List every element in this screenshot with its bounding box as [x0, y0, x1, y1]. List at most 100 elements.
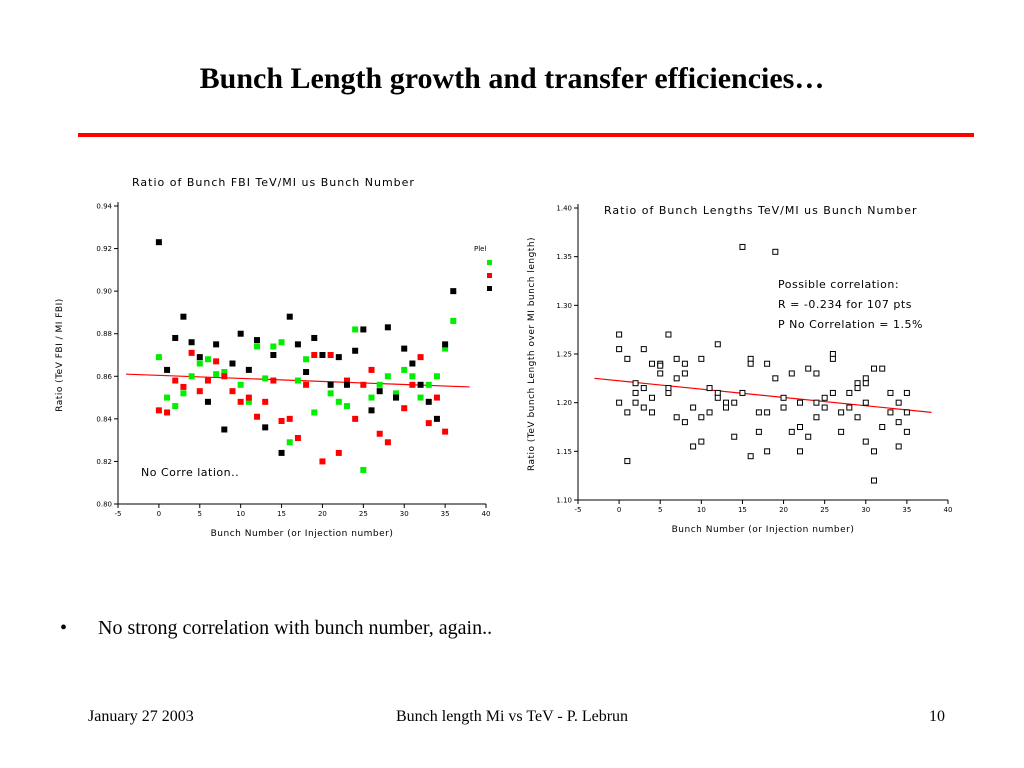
data-point: [854, 414, 861, 421]
data-point: [706, 409, 713, 416]
data-point: [335, 354, 342, 361]
data-point: [714, 341, 721, 348]
data-point: [327, 390, 334, 397]
title-rule: [78, 133, 974, 137]
data-point: [821, 394, 828, 401]
data-point: [755, 428, 762, 435]
data-point: [698, 355, 705, 362]
data-point: [739, 389, 746, 396]
data-point: [270, 352, 277, 358]
data-point: [188, 373, 195, 380]
data-point: [657, 370, 664, 377]
data-point: [640, 404, 647, 411]
data-point: [204, 377, 211, 384]
data-point: [409, 360, 416, 367]
y-tick-label: 0.88: [96, 330, 112, 338]
data-point: [401, 345, 408, 352]
data-point: [294, 377, 301, 384]
data-point: [172, 403, 179, 410]
data-point: [665, 331, 672, 338]
data-point: [698, 414, 705, 421]
data-point: [632, 380, 639, 387]
data-point: [690, 404, 697, 411]
data-point: [425, 420, 432, 427]
data-point: [303, 369, 310, 376]
data-point: [319, 352, 326, 358]
data-point: [887, 409, 894, 416]
data-point: [237, 330, 244, 337]
data-point: [180, 383, 187, 390]
bullet-item: • No strong correlation with bunch number…: [60, 617, 492, 640]
data-point: [797, 399, 803, 406]
data-point: [368, 394, 375, 401]
y-tick-label: 0.90: [96, 288, 112, 296]
data-point: [433, 415, 440, 422]
data-point: [327, 352, 334, 358]
data-point: [376, 430, 383, 437]
y-tick-label: 1.15: [556, 448, 572, 456]
data-point: [294, 341, 301, 348]
fit-line: [594, 377, 932, 413]
data-point: [409, 381, 416, 388]
data-point: [401, 366, 408, 373]
data-point: [895, 399, 902, 406]
data-point: [180, 390, 187, 397]
data-point: [164, 394, 171, 401]
data-point: [409, 373, 416, 380]
x-tick-label: 5: [658, 506, 662, 514]
data-point: [229, 388, 236, 395]
x-tick-label: 40: [944, 506, 953, 514]
data-point: [616, 331, 623, 338]
chart-annotation-line: Possible correlation:: [778, 278, 899, 291]
data-point: [254, 337, 261, 344]
data-point: [772, 248, 779, 255]
data-point: [854, 385, 861, 392]
data-point: [450, 288, 457, 295]
data-point: [846, 389, 853, 396]
data-point: [262, 424, 269, 431]
data-point: [632, 389, 639, 396]
data-point: [311, 352, 318, 358]
data-point: [384, 373, 391, 380]
x-tick-label: 40: [482, 510, 491, 518]
data-point: [303, 381, 310, 388]
data-point: [319, 458, 326, 465]
data-point: [821, 404, 828, 411]
data-point: [164, 409, 171, 416]
data-point: [813, 414, 820, 421]
data-point: [360, 381, 367, 388]
x-tick-label: 30: [861, 506, 870, 514]
data-point: [723, 404, 729, 411]
data-point: [838, 409, 845, 416]
data-point: [155, 239, 162, 246]
data-point: [797, 424, 803, 430]
data-point: [764, 360, 771, 367]
data-point: [417, 354, 424, 361]
data-point: [673, 355, 680, 362]
data-point: [788, 370, 795, 377]
data-point: [624, 458, 631, 465]
y-tick-label: 1.10: [556, 497, 572, 505]
data-point: [155, 407, 162, 414]
x-tick-label: 0: [617, 506, 621, 514]
data-point: [649, 360, 655, 367]
x-tick-label: 30: [400, 510, 409, 518]
data-point: [213, 371, 220, 378]
data-point: [829, 351, 836, 357]
x-tick-label: 25: [820, 506, 829, 514]
data-point: [180, 313, 187, 320]
data-point: [172, 334, 179, 341]
data-point: [731, 433, 738, 440]
data-point: [805, 365, 812, 372]
data-point: [829, 355, 836, 362]
data-point: [245, 398, 252, 405]
data-point: [624, 409, 631, 416]
data-point: [433, 394, 440, 401]
y-tick-label: 0.80: [96, 501, 112, 509]
data-point: [665, 385, 672, 392]
data-point: [895, 443, 902, 450]
data-point: [384, 439, 391, 446]
data-point: [196, 360, 203, 367]
data-point: [327, 381, 334, 388]
data-point: [616, 346, 623, 353]
